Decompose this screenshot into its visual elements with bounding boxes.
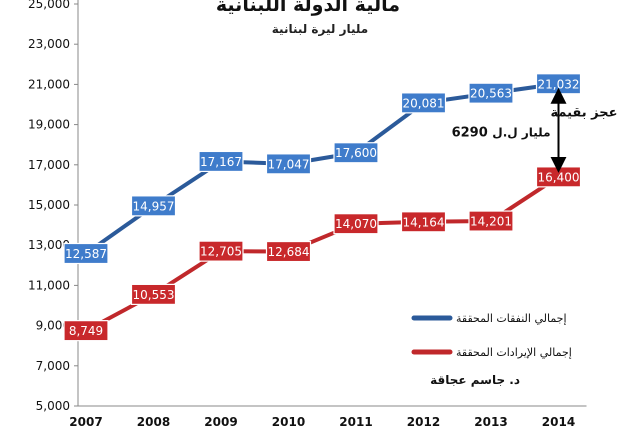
data-label: 20,081 bbox=[403, 96, 445, 110]
y-tick-label: 13,000 bbox=[28, 238, 70, 252]
data-point-1 bbox=[198, 150, 244, 173]
annotation-line-2: 6290 مليار ل.ل bbox=[452, 125, 551, 140]
data-point-2 bbox=[265, 240, 312, 263]
chart-title: مالية الدولة اللبنانية bbox=[215, 0, 400, 16]
y-tick-label: 5,000 bbox=[36, 399, 70, 413]
annotation-line-1: عجز بقيمة bbox=[551, 105, 618, 120]
x-tick-label: 2013 bbox=[474, 415, 507, 429]
data-label: 17,047 bbox=[268, 157, 310, 171]
x-tick-label: 2011 bbox=[339, 415, 372, 429]
data-label: 12,705 bbox=[200, 245, 242, 259]
data-label: 21,032 bbox=[538, 77, 580, 91]
y-tick-label: 15,000 bbox=[28, 198, 70, 212]
data-label: 8,749 bbox=[69, 324, 103, 338]
data-label: 14,201 bbox=[470, 215, 512, 229]
data-label: 14,957 bbox=[133, 199, 175, 213]
data-label: 12,587 bbox=[65, 247, 107, 261]
y-tick-label: 17,000 bbox=[28, 158, 70, 172]
y-tick-label: 25,000 bbox=[28, 0, 70, 11]
x-tick-label: 2007 bbox=[69, 415, 102, 429]
legend-label-1: إجمالي النفقات المحققة bbox=[456, 312, 567, 325]
data-label: 17,167 bbox=[200, 155, 242, 169]
data-point-2 bbox=[130, 283, 177, 305]
data-point-2 bbox=[333, 213, 379, 235]
data-point-1 bbox=[130, 195, 177, 217]
y-tick-label: 21,000 bbox=[28, 77, 70, 91]
annotation-value: 6290 bbox=[452, 125, 493, 140]
legend-label-2: إجمالي الإيرادات المحققة bbox=[456, 346, 572, 359]
chart-subtitle: مليار ليرة لبنانية bbox=[271, 22, 369, 36]
data-point-2 bbox=[468, 210, 514, 232]
data-label: 14,070 bbox=[335, 217, 377, 231]
data-label: 20,563 bbox=[470, 87, 512, 101]
y-tick-label: 23,000 bbox=[28, 37, 70, 51]
y-tick-label: 9,000 bbox=[36, 319, 70, 333]
data-label: 16,400 bbox=[538, 170, 580, 184]
data-point-2 bbox=[63, 320, 109, 342]
x-tick-label: 2008 bbox=[137, 415, 170, 429]
data-point-1 bbox=[333, 142, 379, 164]
data-point-2 bbox=[400, 211, 447, 233]
data-point-1 bbox=[468, 82, 514, 104]
data-label: 12,684 bbox=[268, 245, 310, 259]
data-label: 17,600 bbox=[335, 146, 377, 160]
data-point-2 bbox=[198, 240, 244, 262]
data-point-1 bbox=[400, 92, 447, 114]
y-tick-label: 11,000 bbox=[28, 278, 70, 292]
annotation-unit: مليار ل.ل bbox=[492, 125, 550, 139]
x-tick-label: 2009 bbox=[204, 415, 237, 429]
data-point-1 bbox=[63, 242, 109, 265]
x-tick-label: 2012 bbox=[407, 415, 440, 429]
data-label: 10,553 bbox=[133, 288, 175, 302]
x-tick-label: 2014 bbox=[542, 415, 575, 429]
author-credit: د. جاسم عجاقة bbox=[430, 373, 520, 387]
data-label: 14,164 bbox=[403, 215, 445, 229]
x-tick-label: 2010 bbox=[272, 415, 305, 429]
y-tick-label: 19,000 bbox=[28, 118, 70, 132]
y-tick-label: 7,000 bbox=[36, 359, 70, 373]
data-point-1 bbox=[265, 153, 312, 175]
